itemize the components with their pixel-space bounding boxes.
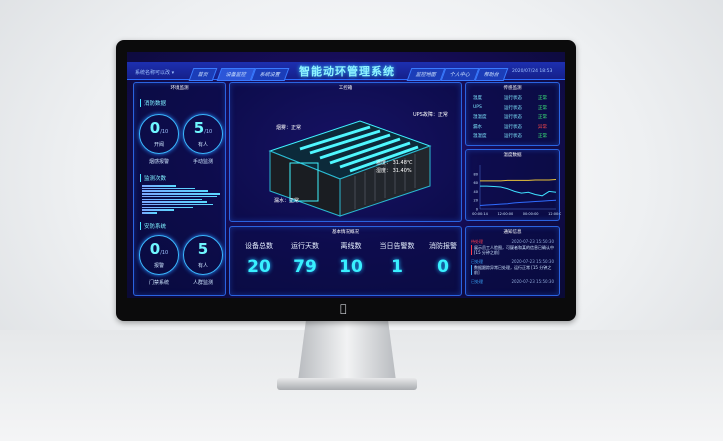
cabinet-panel: 工控箱 烟雾：正常 UPS故障：正常 温度： 31.48℃ 湿度： 31.40%… [229,82,462,222]
monitor-bar [142,209,175,211]
sensor-name: 漏水 [473,124,482,130]
panel-title: 环境监测 [170,86,189,91]
stat-value: 79 [293,257,317,277]
stat-label: 设备总数 [245,242,273,250]
stat-value: 1 [391,257,403,277]
monitor-bar [142,212,158,214]
tab-help[interactable]: 帮助台 [474,68,509,81]
stat-label: 离线数 [340,242,362,250]
stat-value: 0 [437,257,449,277]
sensor-name: 湿温度 [473,115,487,120]
temperature-label: 温度： 31.48℃ [376,160,413,166]
notice-tag: 待处理 [471,239,483,244]
notice-text[interactable]: 数据跟踪异常已处理，运行正常 [15 分钟之前] [471,265,555,275]
monitor-bar [142,201,207,203]
monitor-bar [142,187,195,190]
sensor-panel: 传感监测 温度 运行状态 正常 UPS 运行状态 正常 湿温度 运行状态 正常 漏水 运行状态 异常温… [465,82,560,146]
panel-title: 温度数据 [503,153,522,158]
datetime: 2020/07/24 18:53 [512,69,553,74]
gauge-alarm: 0/10 报警 [139,235,179,275]
notice-tag: 已处理 [471,279,483,284]
tab-home[interactable]: 首页 [188,68,218,81]
y-tick-label: 40 [474,190,478,194]
y-tick-label: 60 [474,181,478,185]
notice-tag: 已处理 [471,259,483,264]
notice-time: 2020-07-23 15:50:30 [511,239,554,244]
stat-label: 当日告警数 [379,242,415,250]
monitor-bar-chart [142,185,222,215]
sensor-name: 温度 [473,96,482,101]
sensor-name: 温湿度 [473,134,487,139]
tab-device-monitor[interactable]: 设备监控 [216,68,256,81]
sensor-state: 运行状态 [504,105,522,111]
stat-label: 运行天数 [291,242,319,250]
section-title: 监测次数 [140,174,166,182]
humidity-label: 湿度： 31.40% [376,168,412,174]
gauge-caption: 门禁系统 [148,280,169,286]
sensor-status-badge: 正常 [538,96,547,101]
sensor-status-badge: 正常 [538,115,547,120]
stat-label: 消防报警 [429,242,457,250]
panel-title: 通知信息 [503,230,522,235]
sensor-status-badge: 正常 [538,134,547,139]
monitor-bar [142,193,221,195]
gauge-caption: 人群监测 [192,280,213,286]
series-line [480,185,557,197]
x-tick-label: 12:00:00 [548,212,561,216]
y-tick-label: 0 [476,208,478,212]
temperature-line-chart: 80 60 40 20 000:00:14 12:00:00 00:00:00 12:00:0… [472,165,561,216]
panel-title: 基本情况概况 [332,230,359,235]
monitor-stand [298,321,396,381]
sensor-status-badge: 正常 [538,105,547,111]
apple-logo-icon:  [340,302,347,315]
sensor-state: 运行状态 [504,96,522,101]
sensor-state: 运行状态 [504,134,522,139]
sensor-name: UPS [473,104,482,110]
gauge-fire-valve: 0/10 开阀 [139,114,179,154]
x-tick-label: 12:00:00 [497,212,513,216]
monitor-bar [142,206,193,209]
series-line [479,199,557,206]
y-tick-label: 80 [474,172,478,176]
y-tick-label: 20 [474,199,478,203]
notice-text[interactable]: 展示员工人脸图，可疑者和某的信息已确认中 [15 分钟之前] [471,245,555,255]
section-title: 安防系统 [140,222,166,230]
series-line [480,179,557,182]
stat-value: 10 [339,257,363,277]
smoke-status-label: 烟雾：正常 [276,125,302,131]
dashboard-screen: 系统名称可以改 ▾ 首页 设备监控 系统设置 智能动环管理系统 监控地图 个人中… [127,52,565,298]
x-tick-label: 00:00:00 [523,212,539,216]
page-title: 智能动环管理系统 [299,65,395,78]
sensor-state: 运行状态 [504,124,522,130]
monitor-bar [142,185,176,187]
sensor-state: 运行状态 [504,115,522,120]
monitor-bar [142,195,217,198]
panel-title: 工控箱 [338,86,353,91]
tab-personal-center[interactable]: 个人中心 [440,68,480,81]
gauge-caption: 手动监测 [192,159,213,165]
sensor-status-badge: 异常 [538,124,547,130]
panel-title: 传感监测 [503,86,522,91]
ups-status-label: UPS故障：正常 [413,112,448,118]
notice-time: 2020-07-23 15:50:30 [511,279,554,284]
monitor-bar [142,198,202,200]
gauge-people: 5 有人 [183,235,223,275]
gauge-fire-person: 5/10 有人 [183,114,223,154]
system-name-dropdown[interactable]: 系统名称可以改 ▾ [135,70,175,76]
environment-panel: 环境监测 消防数据 0/10 开阀 5/10 有人 烟感报警 手动监测 监测次数 安… [133,82,226,296]
gauge-caption: 烟感报警 [148,159,169,165]
stat-value: 20 [247,257,271,277]
server-cabinet-3d [268,120,432,217]
tab-monitor-map[interactable]: 监控地图 [406,68,446,81]
monitor-bar [142,203,214,206]
x-tick-label: 00:00:14 [472,212,488,216]
summary-panel: 基本情况概况 设备总数 20 运行天数 79 离线数 10 当日告警数 1 消防报警 0 [229,226,462,296]
leak-status-label: 漏水：正常 [274,198,300,204]
monitor-base [277,378,417,390]
notice-panel: 通知信息 待处理 2020-07-23 15:50:30 展示员工人脸图，可疑者和某… [465,226,560,296]
monitor-bar [142,190,209,192]
notice-time: 2020-07-23 15:50:30 [511,259,554,264]
section-title: 消防数据 [140,99,166,107]
temperature-chart-panel: 温度数据 80 60 40 20 0 00:00:14 12:00:00 00:00:00 12… [465,149,561,221]
